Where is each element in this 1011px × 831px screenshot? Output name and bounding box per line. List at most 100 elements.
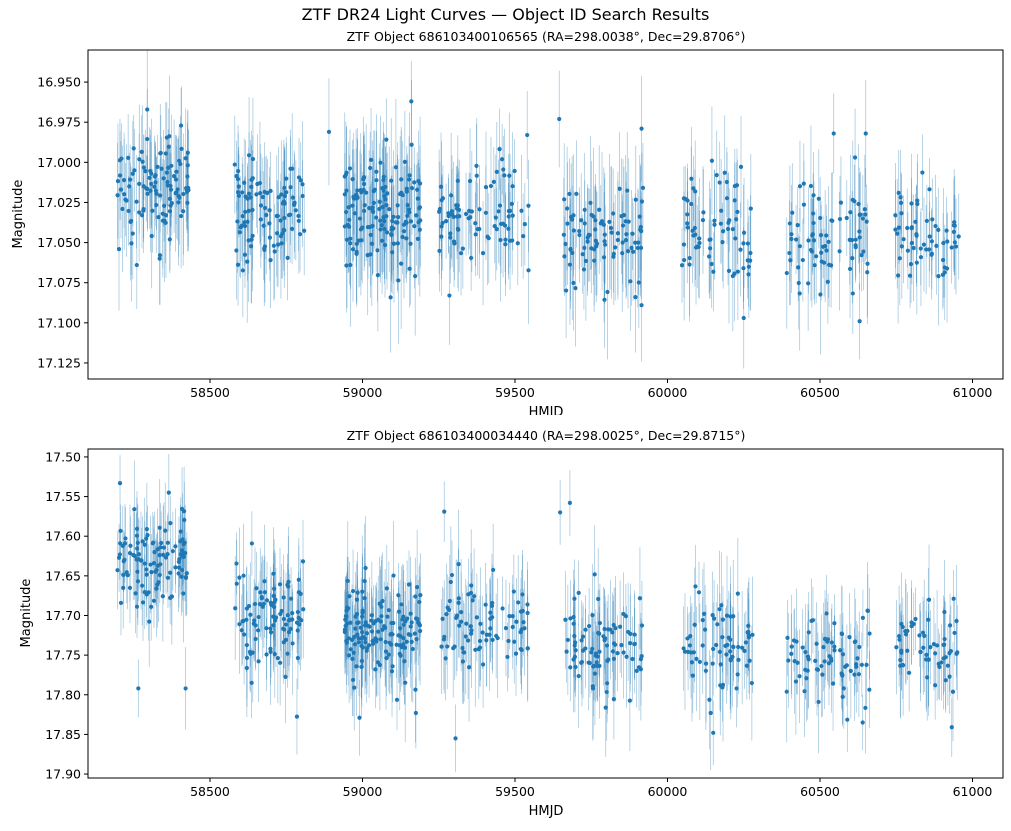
chart-2-point [252,618,257,623]
chart-2-point [710,661,715,666]
chart-1-point [385,191,390,196]
chart-1-point [951,229,956,234]
chart-1-point [130,171,135,176]
chart-2-point [128,543,133,548]
chart-2-point [134,533,140,538]
chart-1-point [628,279,633,284]
chart-1-point [245,219,250,224]
chart-2-point [242,632,247,637]
chart-1-point [346,205,351,210]
chart-1-point [480,250,486,256]
chart-1-point [794,237,799,242]
chart-2-point [852,672,857,677]
chart-1-point [460,246,465,251]
chart-2-point [847,635,852,640]
chart-1-point [296,218,301,223]
chart-1-point [746,264,751,269]
chart-2-point [412,631,418,636]
chart-1-point [345,222,351,227]
chart-1-point [184,186,189,191]
chart-1-point [940,257,946,263]
chart-1-point [581,267,587,272]
chart-2-point [823,637,828,642]
chart-2-point [947,623,953,628]
chart-1-point [909,201,914,206]
chart-2-point [928,645,933,650]
chart-2-point [159,540,164,546]
chart-2-point [396,633,401,638]
chart-1-point [378,218,383,223]
chart-2-point [789,644,794,649]
chart-2-point [696,590,702,595]
chart-1-ytick-label: 16.975 [37,115,81,130]
chart-2-point [442,509,447,514]
chart-1-point [117,158,123,163]
chart-1-point [354,241,359,246]
chart-1-point [914,260,919,265]
chart-2-point [290,611,295,616]
chart-2-point [380,598,385,604]
chart-1-point [620,223,626,228]
chart-1-point [145,107,150,112]
chart-1-point [262,189,267,194]
chart-1-point [377,199,382,204]
chart-1-point [473,221,478,226]
chart-2-point [359,664,364,670]
chart-2-point [151,598,157,603]
chart-2-point [268,600,273,605]
chart-1-point [121,177,127,183]
chart-2-point [296,577,301,582]
chart-2-point [179,548,185,553]
chart-1-point [383,184,388,190]
chart-2-point [148,562,153,567]
chart-1-point [924,247,929,252]
chart-2-point [118,528,123,534]
chart-2-point [351,650,356,655]
chart-1-point [844,215,849,221]
chart-2-point [507,614,512,619]
chart-1-xtick-label: 59500 [495,385,535,400]
chart-2-point [140,600,146,605]
chart-1-point [503,237,508,242]
chart-2-point [454,613,460,618]
chart-2-point [342,627,348,632]
chart-1-point [719,208,724,213]
chart-2-point [604,689,609,695]
chart-1-point [701,210,706,215]
chart-2-point [558,510,563,515]
chart-2-point [396,593,401,598]
chart-1-point [412,180,417,185]
chart-1-point [412,224,417,229]
chart-1-point [712,218,717,223]
chart-2-point [610,649,616,654]
chart-2-point [830,681,836,686]
chart-1-point [361,187,366,193]
chart-2-point [356,640,362,645]
chart-1-point [936,274,941,279]
chart-2-point [843,664,848,669]
chart-2-point [410,646,415,652]
chart-2-point [244,642,250,648]
chart-2-point [630,656,635,662]
chart-2-point [132,507,137,512]
chart-1-point [711,269,716,274]
chart-1-point [250,156,256,162]
chart-2-point [360,645,365,650]
chart-2-point [289,596,294,601]
chart-2-point [604,681,610,686]
chart-1-point [924,218,929,224]
chart-2-point [565,637,570,643]
chart-2-point [717,649,722,654]
chart-1-point [148,188,153,193]
chart-2-point [357,715,362,720]
chart-2-point [935,643,940,648]
chart-2-point [370,641,376,646]
chart-2-point [386,652,391,657]
chart-2-point [390,632,395,637]
chart-1-point [169,163,174,168]
chart-1-point [257,180,263,186]
chart-1-point [571,280,576,286]
chart-1-point [685,212,690,217]
chart-2-point [639,654,644,659]
chart-2-point [408,624,413,629]
